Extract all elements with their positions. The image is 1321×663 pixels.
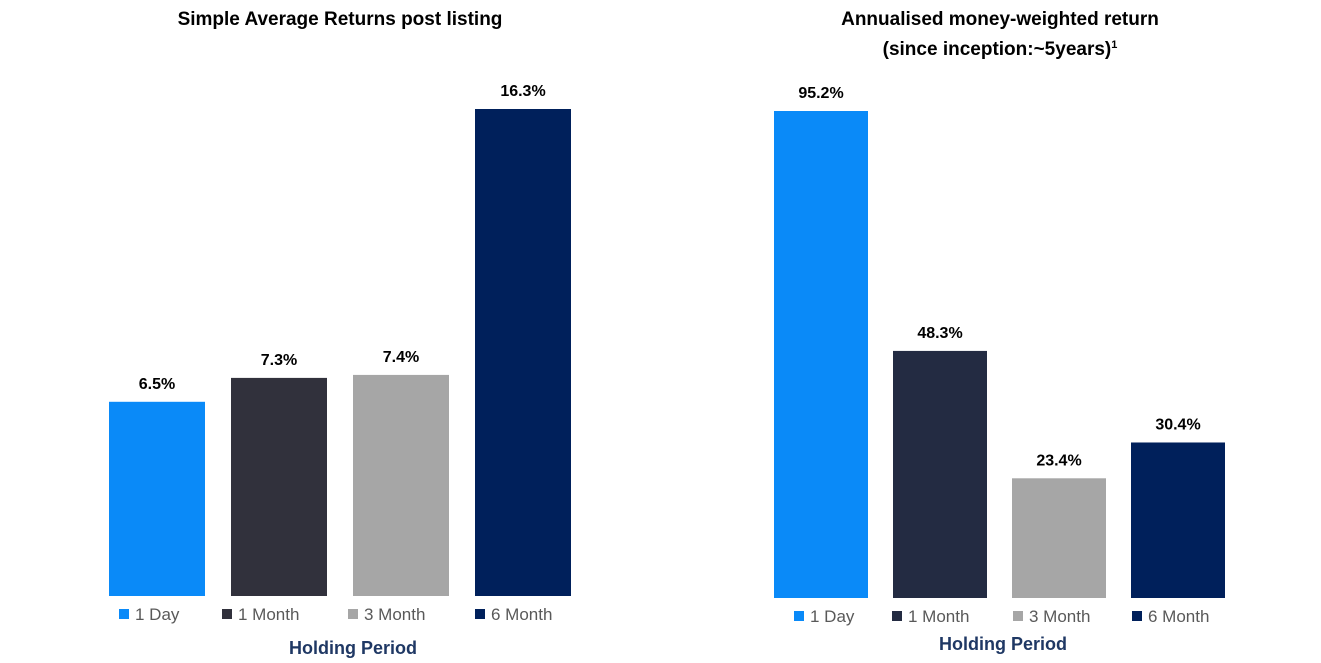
chart-1-legend-swatch-1-day: [119, 609, 129, 619]
chart-2-data-label-3-month: 23.4%: [1036, 452, 1081, 469]
chart-2-x-axis-label: Holding Period: [939, 634, 1067, 654]
chart-2-bar-1-day: [774, 111, 868, 598]
chart-2-legend-swatch-3-month: [1013, 611, 1023, 621]
chart-2-bars: [774, 111, 1225, 598]
chart-annualised-money-weighted-return: Annualised money-weighted return (since …: [774, 9, 1225, 654]
chart-1-bar-1-month: [231, 377, 327, 596]
chart-2-legend-swatch-1-day: [794, 611, 804, 621]
chart-1-legend-swatch-6-month: [475, 609, 485, 619]
chart-2-legend-entry-6-month: 6 Month: [1148, 607, 1209, 626]
chart-simple-average-returns: Simple Average Returns post listing 6.5%…: [109, 9, 571, 658]
chart-2-title: Annualised money-weighted return: [841, 9, 1159, 30]
chart-1-bar-3-month: [353, 374, 449, 596]
chart-1-legend-entry-1-month: 1 Month: [238, 605, 299, 624]
chart-2-bar-6-month: [1131, 442, 1225, 598]
chart-1-bar-6-month: [475, 109, 571, 596]
chart-2-footnote-marker: 1: [1111, 39, 1117, 51]
chart-1-title: Simple Average Returns post listing: [178, 9, 503, 30]
chart-1-data-labels: 6.5% 7.3% 7.4% 16.3%: [139, 83, 546, 393]
chart-1-legend-entry-3-month: 3 Month: [364, 605, 425, 624]
chart-2-legend: 1 Day 1 Month 3 Month 6 Month: [794, 607, 1209, 626]
chart-2-subtitle-text: (since inception:~5years): [883, 39, 1112, 60]
chart-2-data-label-1-month: 48.3%: [917, 325, 962, 342]
chart-2-bar-1-month: [893, 350, 987, 598]
chart-2-bar-3-month: [1012, 478, 1106, 598]
chart-2-subtitle: (since inception:~5years)1: [883, 39, 1118, 60]
chart-1-legend-swatch-3-month: [348, 609, 358, 619]
chart-2-legend-entry-1-month: 1 Month: [908, 607, 969, 626]
chart-1-legend: 1 Day 1 Month 3 Month 6 Month: [119, 605, 552, 624]
chart-2-data-label-1-day: 95.2%: [798, 85, 843, 102]
chart-1-legend-entry-6-month: 6 Month: [491, 605, 552, 624]
chart-1-legend-swatch-1-month: [222, 609, 232, 619]
chart-2-legend-swatch-1-month: [892, 611, 902, 621]
chart-2-legend-entry-1-day: 1 Day: [810, 607, 855, 626]
chart-1-bar-1-day: [109, 401, 205, 596]
chart-1-data-label-1-day: 6.5%: [139, 376, 175, 393]
chart-1-bars: [109, 109, 571, 596]
chart-1-x-axis-label: Holding Period: [289, 638, 417, 658]
chart-1-legend-entry-1-day: 1 Day: [135, 605, 180, 624]
chart-2-legend-swatch-6-month: [1132, 611, 1142, 621]
chart-2-legend-entry-3-month: 3 Month: [1029, 607, 1090, 626]
chart-2-data-labels: 95.2% 48.3% 23.4% 30.4%: [798, 85, 1200, 469]
chart-1-data-label-3-month: 7.4%: [383, 349, 419, 366]
chart-1-data-label-6-month: 16.3%: [500, 83, 545, 100]
chart-2-data-label-6-month: 30.4%: [1155, 416, 1200, 433]
chart-1-data-label-1-month: 7.3%: [261, 352, 297, 369]
